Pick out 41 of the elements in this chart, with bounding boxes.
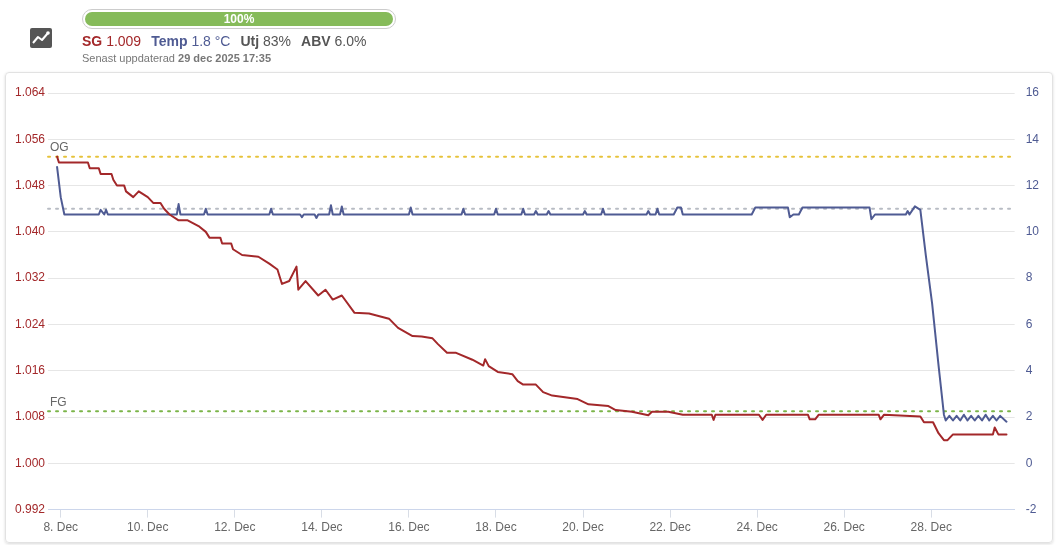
x-tick-label: 16. Dec xyxy=(388,520,430,535)
y-tick-label: 1.048 xyxy=(15,177,46,192)
y2-tick-label: 4 xyxy=(1025,363,1033,378)
text: SG xyxy=(82,33,103,49)
y-tick-label: 1.000 xyxy=(15,455,46,470)
y2-tick-label: 10 xyxy=(1025,224,1040,239)
y-tick-label: 1.064 xyxy=(15,85,46,100)
x-tick-label: 22. Dec xyxy=(649,520,691,535)
y2-tick-label: 14 xyxy=(1025,131,1040,146)
progress-meter: 100% xyxy=(82,9,396,29)
x-tick-label: 14. Dec xyxy=(301,520,343,535)
x-tick-label: 18. Dec xyxy=(475,520,517,535)
ref-line-label: OG xyxy=(50,139,69,154)
x-tick-label: 10. Dec xyxy=(127,520,169,535)
y-tick-label: 1.024 xyxy=(15,316,46,331)
y-tick-label: 1.032 xyxy=(15,270,46,285)
y-tick-label: 1.040 xyxy=(15,224,46,239)
text: ABV 6.0% xyxy=(301,33,367,49)
x-tick-label: 8. Dec xyxy=(43,520,79,535)
y2-tick-label: 16 xyxy=(1025,85,1040,100)
x-tick-label: 12. Dec xyxy=(214,520,256,535)
x-tick-label: 26. Dec xyxy=(823,520,865,535)
y2-tick-label: 2 xyxy=(1025,409,1033,424)
y-tick-label: 1.056 xyxy=(15,131,46,146)
y2-tick-label: 0 xyxy=(1025,455,1033,470)
y-tick-label: 0.992 xyxy=(15,501,46,516)
x-tick-label: 24. Dec xyxy=(736,520,778,535)
y2-tick-label: 6 xyxy=(1025,316,1033,331)
y-tick-label: 1.016 xyxy=(15,363,46,378)
text: Utj 83% xyxy=(240,33,292,49)
y2-tick-label: -2 xyxy=(1025,501,1037,516)
text: Senast uppdaterad 29 dec 2025 17:35 xyxy=(82,52,271,64)
text: 1.8 °C xyxy=(191,33,231,49)
text: Temp xyxy=(151,33,188,49)
y2-tick-label: 12 xyxy=(1025,177,1040,192)
y2-tick-label: 8 xyxy=(1025,270,1033,285)
x-tick-label: 28. Dec xyxy=(910,520,952,535)
y-tick-label: 1.008 xyxy=(15,409,46,424)
ref-line-label: FG xyxy=(50,394,67,409)
text: 1.009 xyxy=(106,33,142,49)
x-tick-label: 20. Dec xyxy=(562,520,604,535)
